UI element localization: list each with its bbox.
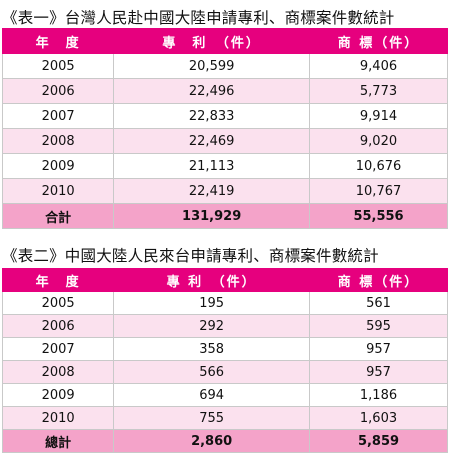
table-row: 2007 358 957 — [1, 337, 448, 361]
table-row: 2010 22,419 10,767 — [1, 178, 448, 204]
cell-year: 2007 — [1, 103, 115, 129]
patent-trademark-table-china-to-taiwan: 年 度 專 利 （件） 商 標（件） 2005 195 561 2006 292… — [1, 268, 448, 453]
cell-patent: 292 — [113, 314, 311, 338]
cell-total-label: 合計 — [1, 203, 115, 229]
header-trademark: 商 標（件） — [309, 28, 448, 54]
cell-trademark: 957 — [309, 337, 448, 361]
cell-trademark: 957 — [309, 360, 448, 384]
cell-year: 2005 — [1, 53, 115, 79]
cell-patent: 358 — [113, 337, 311, 361]
table-row: 2007 22,833 9,914 — [1, 103, 448, 129]
table-row: 2005 195 561 — [1, 291, 448, 315]
cell-trademark: 5,773 — [309, 78, 448, 104]
cell-patent: 21,113 — [113, 153, 311, 179]
cell-trademark: 10,767 — [309, 178, 448, 204]
header-patent: 專 利 （件） — [113, 268, 311, 292]
cell-total-label: 總計 — [1, 429, 115, 453]
table-row: 2009 694 1,186 — [1, 383, 448, 407]
header-year: 年 度 — [1, 28, 115, 54]
cell-year: 2005 — [1, 291, 115, 315]
table-row: 2005 20,599 9,406 — [1, 53, 448, 79]
cell-year: 2010 — [1, 406, 115, 430]
cell-patent: 755 — [113, 406, 311, 430]
table-row: 2009 21,113 10,676 — [1, 153, 448, 179]
cell-trademark: 9,914 — [309, 103, 448, 129]
table2-caption: 《表二》中國大陸人民來台申請專利、商標案件數統計 — [2, 247, 379, 265]
patent-trademark-table-taiwan-to-china: 年 度 專 利 （件） 商 標（件） 2005 20,599 9,406 200… — [1, 28, 448, 229]
cell-year: 2006 — [1, 314, 115, 338]
cell-total-trademark: 5,859 — [309, 429, 448, 453]
table-header-row: 年 度 專 利 （件） 商 標（件） — [1, 268, 448, 292]
cell-trademark: 595 — [309, 314, 448, 338]
cell-patent: 22,833 — [113, 103, 311, 129]
table1-caption: 《表一》台灣人民赴中國大陸申請專利、商標案件數統計 — [2, 9, 395, 27]
header-year: 年 度 — [1, 268, 115, 292]
cell-patent: 20,599 — [113, 53, 311, 79]
header-patent: 專 利 （件） — [113, 28, 311, 54]
cell-total-patent: 2,860 — [113, 429, 311, 453]
cell-total-trademark: 55,556 — [309, 203, 448, 229]
header-trademark: 商 標（件） — [309, 268, 448, 292]
cell-patent: 22,419 — [113, 178, 311, 204]
cell-trademark: 1,186 — [309, 383, 448, 407]
table-row: 2008 22,469 9,020 — [1, 128, 448, 154]
table-total-row: 合計 131,929 55,556 — [1, 203, 448, 229]
cell-total-patent: 131,929 — [113, 203, 311, 229]
table-row: 2010 755 1,603 — [1, 406, 448, 430]
cell-trademark: 10,676 — [309, 153, 448, 179]
table-total-row: 總計 2,860 5,859 — [1, 429, 448, 453]
cell-year: 2009 — [1, 383, 115, 407]
cell-trademark: 561 — [309, 291, 448, 315]
cell-patent: 694 — [113, 383, 311, 407]
cell-patent: 566 — [113, 360, 311, 384]
cell-year: 2009 — [1, 153, 115, 179]
table-row: 2006 22,496 5,773 — [1, 78, 448, 104]
cell-year: 2006 — [1, 78, 115, 104]
cell-year: 2010 — [1, 178, 115, 204]
cell-year: 2007 — [1, 337, 115, 361]
cell-trademark: 1,603 — [309, 406, 448, 430]
cell-patent: 22,469 — [113, 128, 311, 154]
table-row: 2008 566 957 — [1, 360, 448, 384]
table-row: 2006 292 595 — [1, 314, 448, 338]
cell-patent: 195 — [113, 291, 311, 315]
cell-year: 2008 — [1, 360, 115, 384]
cell-patent: 22,496 — [113, 78, 311, 104]
table-header-row: 年 度 專 利 （件） 商 標（件） — [1, 28, 448, 54]
cell-trademark: 9,020 — [309, 128, 448, 154]
cell-trademark: 9,406 — [309, 53, 448, 79]
cell-year: 2008 — [1, 128, 115, 154]
